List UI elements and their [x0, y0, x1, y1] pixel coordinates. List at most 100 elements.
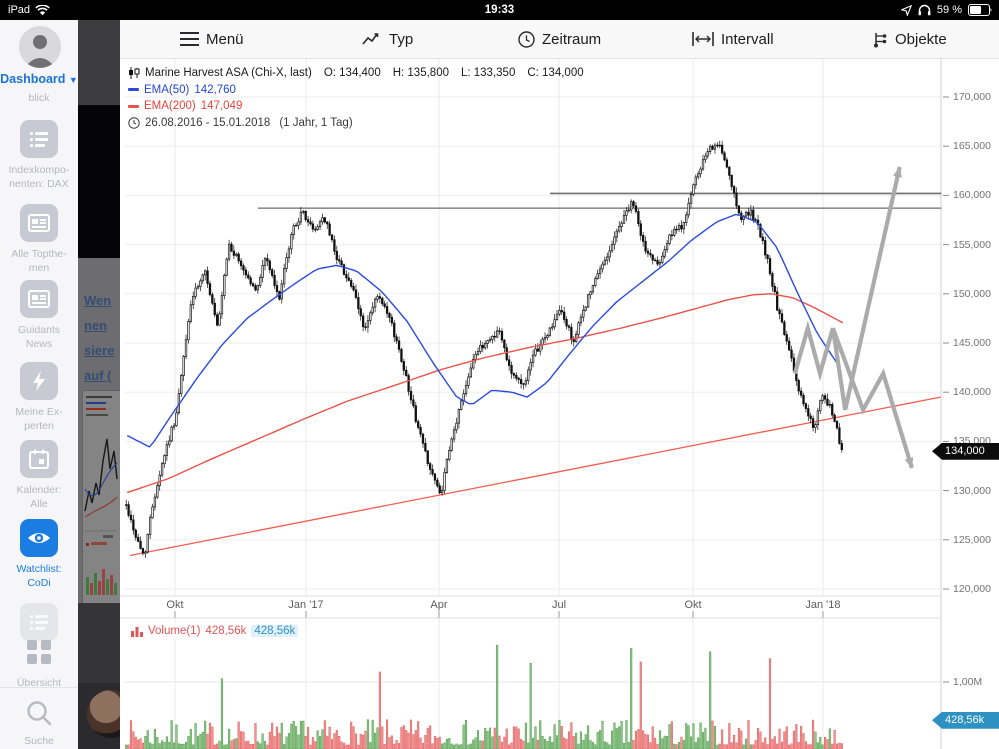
interval-icon: [692, 32, 714, 46]
chevron-down-icon: ▼: [68, 75, 78, 85]
volume-badge: 428,56k: [932, 711, 999, 729]
y-axis-tick-label: 160,000: [953, 189, 991, 202]
drawn-zigzag-down[interactable]: [830, 327, 914, 469]
volume-label: Volume(1): [148, 625, 201, 637]
x-axis-tick-label: Apr: [430, 599, 448, 611]
device-label: iPad: [8, 4, 31, 16]
sidebar-item-suche[interactable]: Suche: [0, 687, 78, 749]
sidebar-item-ghost[interactable]: [0, 603, 78, 641]
period-label: (1 Jahr, 1 Tag): [279, 116, 353, 129]
sidebar-item-label: blick: [28, 92, 50, 104]
hamburger-icon: [180, 32, 199, 46]
sidebar-item-alle-topthemen[interactable]: Alle Topthe- men: [0, 204, 78, 275]
drawn-objects[interactable]: [792, 166, 914, 469]
mini-chart-thumbnail: [82, 390, 120, 604]
list-icon: [20, 603, 58, 641]
background-toolbar-fragment: [78, 20, 120, 105]
ema50-name: EMA(50): [144, 83, 190, 96]
sidebar-item-guidants-news[interactable]: Guidants News: [0, 280, 78, 351]
background-link-fragment: nen: [84, 318, 108, 333]
y-axis-tick-label: 140,000: [953, 386, 991, 399]
ema200-swatch: [128, 104, 139, 108]
drawn-zigzag-up[interactable]: [792, 320, 848, 411]
mini-volume-bars: [86, 569, 117, 595]
sidebar-item-uebersicht[interactable]: Übersicht: [0, 633, 78, 691]
ascending-trendline[interactable]: [129, 396, 941, 557]
sidebar-item-watchlist-codi[interactable]: Watchlist: CoDi: [0, 519, 78, 590]
objekte-button[interactable]: Objekte: [872, 20, 947, 58]
intervall-label: Intervall: [721, 30, 774, 48]
user-avatar[interactable]: [19, 26, 61, 68]
sidebar-item-label: Indexkompo- nenten: DAX: [8, 164, 70, 190]
sidebar-item-label: Suche: [24, 735, 54, 748]
ema50-value: 142,760: [194, 83, 236, 96]
volume-icon: [131, 626, 143, 637]
calendar-icon: [20, 440, 58, 478]
price-chart-svg: [120, 58, 949, 749]
candlestick-icon: [129, 67, 140, 80]
y-axis-tick-label: 155,000: [953, 238, 991, 251]
volume-axis-tick-label: 1,00M: [953, 676, 983, 688]
ema200-line[interactable]: [126, 293, 844, 494]
x-axis-tick-label: Jan '17: [288, 599, 324, 611]
sidebar-item-indexkomponenten-dax[interactable]: Indexkompo- nenten: DAX: [0, 120, 78, 191]
candlestick-series: [125, 140, 843, 558]
dashboard-dropdown[interactable]: Dashboard ▼: [0, 72, 78, 86]
ema200-name: EMA(200): [144, 100, 196, 112]
left-sidebar: Dashboard ▼ blick Indexkompo- nenten: DAX…: [0, 20, 78, 749]
x-axis-tick-label: Jan '18: [805, 599, 841, 611]
last-price-badge: 134,000: [932, 442, 999, 460]
volume-bars: [125, 644, 843, 749]
author-avatar: [87, 690, 120, 738]
background-author-row: [78, 683, 120, 749]
intervall-button[interactable]: Intervall: [692, 20, 774, 58]
chart-legend: Marine Harvest ASA (Chi-X, last) O: 134,…: [128, 65, 584, 131]
volume-legend: Volume(1) 428,56k 428,56k: [126, 623, 304, 639]
ohlc-open: O: 134,400: [323, 67, 381, 79]
menu-label: Menü: [206, 30, 244, 48]
ema200-value: 147,049: [200, 100, 243, 112]
y-axis-tick-label: 120,000: [953, 583, 991, 595]
daterange-row: 26.08.2016 - 15.01.2018 (1 Jahr, 1 Tag): [128, 115, 584, 132]
typ-label: Typ: [389, 30, 414, 48]
wifi-icon: [35, 4, 50, 15]
background-link-fragment: auf (: [84, 368, 112, 383]
volume-value: 428,56k: [205, 625, 247, 637]
sidebar-item-label: Guidants News: [17, 324, 61, 350]
chart-toolbar: Menü Typ Zeitraum Intervall Objekte: [120, 20, 999, 59]
sidebar-item-meine-experten[interactable]: Meine Ex- perten: [0, 362, 78, 433]
search-icon: [20, 696, 58, 729]
dimmed-background-page: Wen nen siere auf (: [78, 20, 120, 749]
sidebar-item-marktueberblick[interactable]: blick: [0, 86, 78, 106]
sidebar-item-label: Alle Topthe- men: [11, 248, 67, 274]
background-gap: [78, 603, 120, 683]
drawn-up-arrow[interactable]: [843, 166, 902, 411]
zeitraum-button[interactable]: Zeitraum: [518, 20, 601, 58]
typ-button[interactable]: Typ: [362, 20, 413, 58]
location-arrow-icon: [900, 4, 912, 16]
sidebar-item-label: Kalender: Alle: [16, 484, 62, 510]
y-axis-tick-label: 170,000: [953, 91, 991, 103]
background-link-fragment: Wen: [84, 293, 112, 308]
sidebar-item-kalender-alle[interactable]: Kalender: Alle: [0, 440, 78, 511]
sidebar-item-label: Übersicht: [16, 677, 62, 689]
chart-canvas[interactable]: Marine Harvest ASA (Chi-X, last) O: 134,…: [120, 58, 999, 749]
ema50-swatch: [128, 88, 139, 92]
video-thumbnail: [78, 105, 120, 258]
clock-icon: [128, 117, 140, 129]
y-axis-tick-label: 145,000: [953, 337, 991, 349]
last-price-value: 134,000: [945, 445, 985, 458]
battery-percent: 59 %: [936, 4, 962, 16]
modal-dim-overlay: [78, 20, 120, 749]
y-axis-tick-label: 125,000: [953, 533, 991, 546]
ema50-line[interactable]: [126, 213, 839, 448]
newspaper-icon: [20, 204, 58, 242]
menu-button[interactable]: Menü: [180, 20, 244, 58]
headphones-icon: [918, 4, 931, 16]
sidebar-item-label: Meine Ex- perten: [15, 406, 63, 432]
chart-type-icon: [362, 33, 379, 45]
newspaper-icon: [20, 280, 58, 318]
symbol-title: Marine Harvest ASA (Chi-X, last): [145, 67, 312, 79]
ios-status-bar: iPad 19:33 59 %: [0, 0, 999, 20]
y-axis-tick-label: 130,000: [953, 484, 991, 497]
